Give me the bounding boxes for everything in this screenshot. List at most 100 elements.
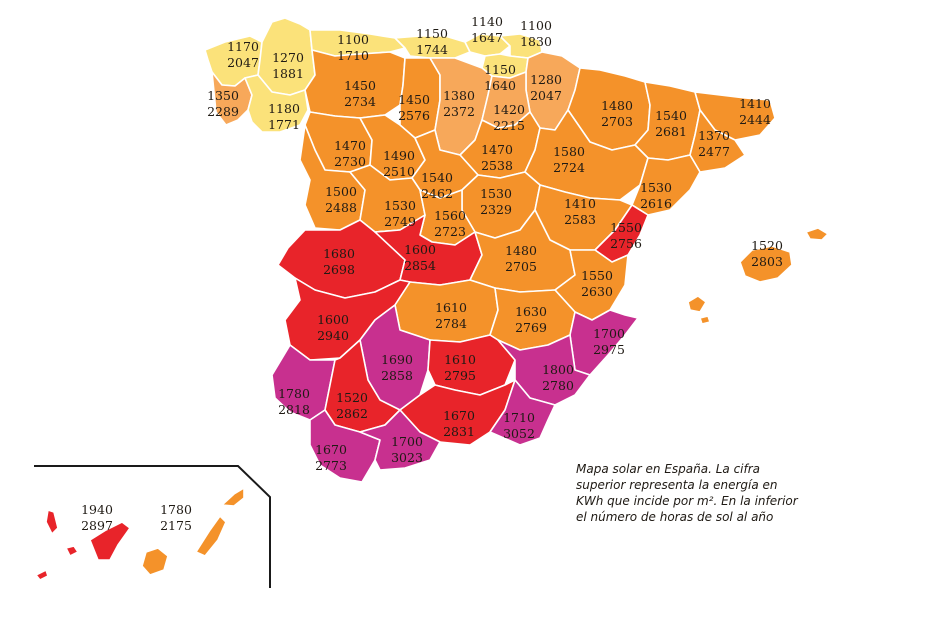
region-santa-cruz-tenerife-hierro bbox=[35, 569, 49, 581]
region-almeria bbox=[489, 379, 556, 446]
hours-label-alicante: 2975 bbox=[593, 342, 625, 357]
region-baleares-ibiza bbox=[687, 295, 707, 313]
energy-label-leon: 1450 bbox=[344, 78, 376, 93]
energy-label-lugo: 1270 bbox=[272, 50, 304, 65]
hours-label-barcelona: 2477 bbox=[698, 144, 730, 159]
region-las-palmas-fuerteventura bbox=[195, 515, 227, 557]
hours-label-granada: 2831 bbox=[443, 424, 475, 439]
hours-label-jaen: 2795 bbox=[444, 368, 476, 383]
energy-label-tarragona: 1530 bbox=[640, 180, 672, 195]
hours-label-zaragoza: 2724 bbox=[553, 160, 585, 175]
energy-label-la-rioja: 1420 bbox=[493, 102, 525, 117]
hours-label-valencia: 2630 bbox=[581, 284, 613, 299]
hours-label-soria: 2538 bbox=[481, 158, 513, 173]
hours-label-tarragona: 2616 bbox=[640, 196, 672, 211]
hours-label-baleares: 2803 bbox=[751, 254, 783, 269]
energy-label-albacete: 1630 bbox=[515, 304, 547, 319]
energy-label-a-coruna: 1170 bbox=[227, 39, 259, 54]
hours-label-ciudad-real: 2784 bbox=[435, 316, 467, 331]
hours-label-palencia: 2576 bbox=[398, 108, 430, 123]
hours-label-salamanca: 2488 bbox=[325, 200, 357, 215]
energy-label-teruel: 1410 bbox=[564, 196, 596, 211]
hours-label-cadiz: 2773 bbox=[315, 458, 347, 473]
region-baleares-menorca bbox=[805, 227, 829, 241]
energy-label-valencia: 1550 bbox=[581, 268, 613, 283]
hours-label-albacete: 2769 bbox=[515, 320, 547, 335]
energy-label-girona: 1410 bbox=[739, 96, 771, 111]
energy-label-murcia: 1800 bbox=[542, 362, 574, 377]
energy-label-caceres: 1680 bbox=[323, 246, 355, 261]
hours-label-navarra: 2047 bbox=[530, 88, 562, 103]
energy-label-bizkaia: 1140 bbox=[471, 14, 503, 29]
energy-label-sevilla: 1520 bbox=[336, 390, 368, 405]
energy-label-cantabria: 1150 bbox=[416, 26, 448, 41]
energy-label-baleares: 1520 bbox=[751, 238, 783, 253]
energy-label-granada: 1670 bbox=[443, 408, 475, 423]
canarias-inset-frame bbox=[34, 465, 271, 588]
energy-label-pontevedra: 1350 bbox=[207, 88, 239, 103]
energy-label-lleida: 1540 bbox=[655, 108, 687, 123]
hours-label-valladolid: 2510 bbox=[383, 164, 415, 179]
hours-label-madrid: 2723 bbox=[434, 224, 466, 239]
hours-label-santa-cruz-tenerife: 2897 bbox=[81, 518, 113, 533]
hours-label-araba: 1640 bbox=[484, 78, 516, 93]
energy-label-barcelona: 1370 bbox=[698, 128, 730, 143]
energy-label-huesca: 1480 bbox=[601, 98, 633, 113]
energy-label-salamanca: 1500 bbox=[325, 184, 357, 199]
region-murcia bbox=[497, 334, 591, 406]
energy-label-burgos: 1380 bbox=[443, 88, 475, 103]
region-barcelona bbox=[689, 109, 746, 173]
hours-label-avila: 2749 bbox=[384, 214, 416, 229]
energy-label-santa-cruz-tenerife: 1940 bbox=[81, 502, 113, 517]
energy-label-valladolid: 1490 bbox=[383, 148, 415, 163]
energy-label-las-palmas: 1780 bbox=[160, 502, 192, 517]
hours-label-huelva: 2818 bbox=[278, 402, 310, 417]
hours-label-lugo: 1881 bbox=[272, 66, 304, 81]
hours-label-cantabria: 1744 bbox=[416, 42, 448, 57]
hours-label-badajoz: 2940 bbox=[317, 328, 349, 343]
energy-label-ourense: 1180 bbox=[268, 101, 300, 116]
region-baleares-formentera bbox=[699, 315, 711, 325]
hours-label-teruel: 2583 bbox=[564, 212, 596, 227]
energy-label-castellon: 1550 bbox=[610, 220, 642, 235]
hours-label-ourense: 1771 bbox=[268, 117, 300, 132]
hours-label-la-rioja: 2215 bbox=[493, 118, 525, 133]
hours-label-almeria: 3052 bbox=[503, 426, 535, 441]
hours-label-gipuzkoa: 1830 bbox=[520, 34, 552, 49]
hours-label-girona: 2444 bbox=[739, 112, 771, 127]
energy-label-cordoba: 1690 bbox=[381, 352, 413, 367]
energy-label-cuenca: 1480 bbox=[505, 243, 537, 258]
energy-label-asturias: 1100 bbox=[337, 32, 369, 47]
energy-label-navarra: 1280 bbox=[530, 72, 562, 87]
region-santa-cruz-tenerife bbox=[89, 521, 131, 561]
hours-label-burgos: 2372 bbox=[443, 104, 475, 119]
energy-label-ciudad-real: 1610 bbox=[435, 300, 467, 315]
hours-label-toledo: 2854 bbox=[404, 258, 436, 273]
hours-label-a-coruna: 2047 bbox=[227, 55, 259, 70]
hours-label-lleida: 2681 bbox=[655, 124, 687, 139]
region-las-palmas-lanzarote bbox=[221, 487, 245, 507]
hours-label-murcia: 2780 bbox=[542, 378, 574, 393]
hours-label-zamora: 2730 bbox=[334, 154, 366, 169]
energy-label-avila: 1530 bbox=[384, 198, 416, 213]
map-caption: Mapa solar en España. La cifra superior … bbox=[576, 462, 798, 524]
energy-label-araba: 1150 bbox=[484, 62, 516, 77]
hours-label-caceres: 2698 bbox=[323, 262, 355, 277]
region-bizkaia bbox=[464, 33, 511, 57]
hours-label-asturias: 1710 bbox=[337, 48, 369, 63]
hours-label-leon: 2734 bbox=[344, 94, 376, 109]
energy-label-huelva: 1780 bbox=[278, 386, 310, 401]
region-malaga bbox=[359, 409, 441, 471]
hours-label-bizkaia: 1647 bbox=[471, 30, 503, 45]
region-baleares bbox=[739, 245, 793, 283]
energy-label-zamora: 1470 bbox=[334, 138, 366, 153]
energy-label-soria: 1470 bbox=[481, 142, 513, 157]
hours-label-malaga: 3023 bbox=[391, 450, 423, 465]
energy-label-guadalajara: 1530 bbox=[480, 186, 512, 201]
energy-label-cadiz: 1670 bbox=[315, 442, 347, 457]
energy-label-toledo: 1600 bbox=[404, 242, 436, 257]
energy-label-jaen: 1610 bbox=[444, 352, 476, 367]
energy-label-segovia: 1540 bbox=[421, 170, 453, 185]
